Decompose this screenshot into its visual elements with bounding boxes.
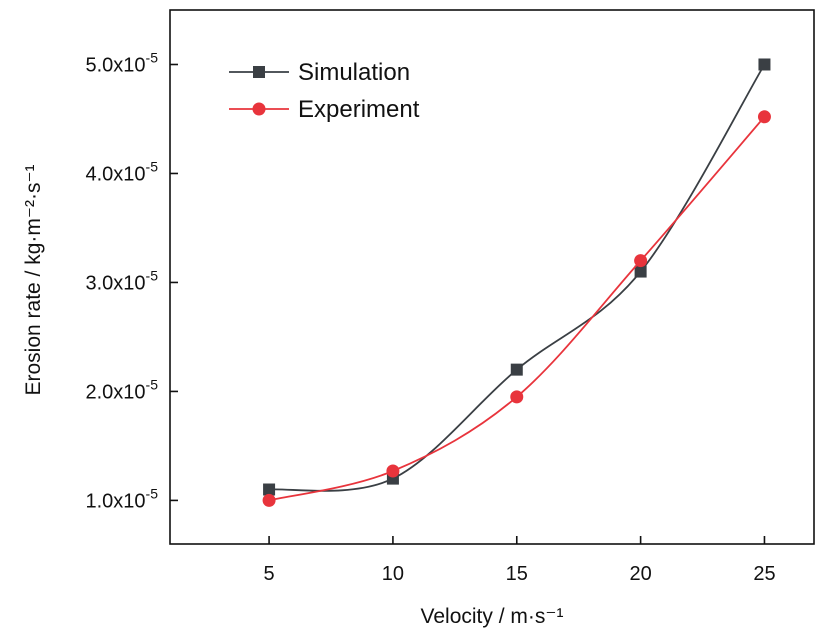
x-tick-label: 5 — [264, 563, 275, 585]
data-point-experiment — [386, 464, 400, 478]
y-tick-label: 4.0x10-5 — [85, 158, 158, 185]
series-line-simulation — [268, 64, 766, 492]
y-tick-label-exponent: -5 — [146, 267, 159, 283]
y-tick-label-exponent: -5 — [146, 376, 159, 392]
y-axis: 1.0x10-52.0x10-53.0x10-54.0x10-55.0x10-5 — [85, 49, 178, 512]
y-tick-label: 3.0x10-5 — [85, 267, 158, 294]
x-tick-label: 15 — [506, 563, 528, 585]
y-tick-label-exponent: -5 — [146, 485, 159, 501]
data-point-simulation — [510, 363, 523, 376]
y-tick-label-base: 4.0x10 — [85, 163, 145, 185]
x-tick-label: 25 — [753, 563, 775, 585]
data-point-experiment — [634, 254, 648, 268]
y-tick-label-base: 5.0x10 — [85, 54, 145, 76]
data-point-experiment — [262, 493, 276, 507]
data-point-experiment — [757, 110, 771, 124]
legend-label-simulation: Simulation — [298, 59, 410, 86]
legend-label-experiment: Experiment — [298, 96, 420, 123]
x-tick-label: 20 — [629, 563, 651, 585]
y-tick-label: 5.0x10-5 — [85, 49, 158, 76]
data-point-experiment — [510, 390, 524, 404]
y-tick-label-exponent: -5 — [146, 158, 159, 174]
x-tick-label: 10 — [382, 563, 404, 585]
legend-marker-simulation — [253, 66, 265, 78]
legend-item-experiment: Experiment — [229, 96, 420, 123]
series-layer — [262, 58, 771, 507]
legend: Simulation Experiment — [229, 59, 420, 123]
plot-frame — [169, 9, 815, 545]
series-experiment — [262, 110, 771, 507]
x-axis-title: Velocity / m·s⁻¹ — [421, 605, 564, 628]
y-tick-label: 1.0x10-5 — [85, 485, 158, 512]
y-axis-title: Erosion rate / kg·m⁻²·s⁻¹ — [22, 164, 45, 395]
x-axis: 5 10 15 20 25 — [264, 536, 776, 585]
legend-marker-experiment — [252, 102, 266, 116]
series-simulation — [263, 58, 771, 496]
data-point-simulation — [758, 58, 771, 71]
y-tick-label-base: 1.0x10 — [85, 490, 145, 512]
data-point-simulation — [634, 265, 647, 278]
y-tick-label-exponent: -5 — [146, 49, 159, 65]
y-tick-label-base: 3.0x10 — [85, 272, 145, 294]
y-axis-title-text: Erosion rate / kg·m⁻²·s⁻¹ — [22, 164, 45, 395]
legend-item-simulation: Simulation — [229, 59, 410, 86]
data-point-simulation — [263, 483, 276, 496]
x-axis-title-text: Velocity / m·s⁻¹ — [421, 605, 564, 628]
y-tick-label-base: 2.0x10 — [85, 381, 145, 403]
series-line-experiment — [268, 116, 766, 502]
y-tick-label: 2.0x10-5 — [85, 376, 158, 403]
